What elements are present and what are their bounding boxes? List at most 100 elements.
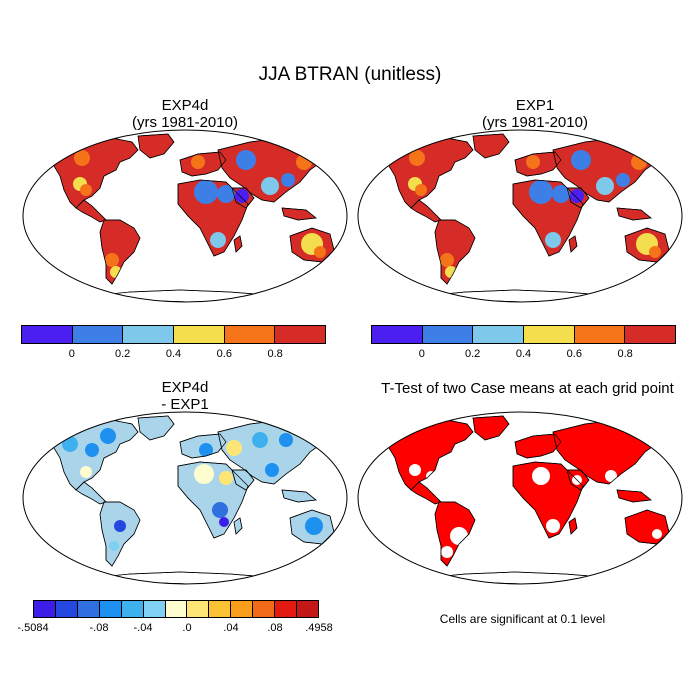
colorbar-swatch	[55, 601, 78, 617]
arabia-coastline	[566, 469, 590, 491]
field-region	[529, 180, 553, 204]
colorbar-tick-label: .0	[182, 622, 192, 634]
field-region	[110, 230, 130, 250]
colorbar-swatch	[422, 326, 474, 343]
colorbar-swatch	[275, 326, 326, 343]
field-region	[219, 471, 233, 485]
map-exp4d	[22, 129, 348, 303]
indonesia-coastline	[616, 489, 652, 503]
colorbar-swatch	[123, 326, 175, 343]
colorbar-swatch	[574, 326, 626, 343]
madagascar-coastline	[233, 235, 243, 253]
europe-coastline	[514, 433, 562, 459]
field-region	[74, 150, 90, 166]
field-region	[226, 440, 242, 456]
colorbar-tick-label: 0.8	[267, 348, 283, 360]
field-region	[631, 154, 647, 170]
colorbar-tick-label: 0.8	[617, 348, 633, 360]
panel-title-line2: (yrs 1981-2010)	[482, 114, 588, 131]
field-region	[252, 432, 268, 448]
field-region	[649, 246, 661, 258]
panel-title-difference: EXP4d - EXP1	[20, 379, 350, 413]
field-region	[552, 185, 570, 203]
field-region	[100, 428, 116, 444]
colorbar-tick-label: 0.6	[216, 348, 232, 360]
indonesia-coastline	[281, 207, 317, 221]
field-region	[616, 173, 630, 187]
field-region	[212, 502, 228, 518]
europe-coastline	[179, 151, 227, 177]
field-region	[652, 529, 662, 539]
africa-coastline	[177, 179, 249, 257]
field-region	[605, 470, 617, 482]
field-region	[441, 546, 453, 558]
figure-title: JJA BTRAN (unitless)	[258, 64, 442, 85]
greenland-coastline	[137, 133, 175, 159]
field-region	[296, 154, 312, 170]
panel-title-line1: EXP4d	[161, 379, 209, 396]
field-region	[281, 173, 295, 187]
africa-coastline	[177, 461, 249, 539]
colorbar-swatch	[187, 601, 210, 617]
colorbar-tick-label: 0.4	[165, 348, 182, 360]
field-region	[194, 180, 218, 204]
field-region	[55, 150, 75, 170]
africa-coastline	[512, 461, 584, 539]
field-region	[541, 210, 561, 230]
colorbar-swatch	[524, 326, 575, 343]
field-region	[204, 162, 216, 174]
colorbar-swatch	[121, 601, 144, 617]
field-region	[236, 150, 256, 170]
colorbar-swatch	[297, 601, 318, 617]
colorbar-swatch	[275, 601, 298, 617]
map-difference	[22, 411, 348, 585]
field-region	[570, 189, 584, 203]
colorbar-swatch	[625, 326, 676, 343]
arabia-coastline	[231, 187, 255, 209]
field-region	[601, 144, 625, 168]
arabia-coastline	[231, 469, 255, 491]
field-region	[80, 184, 92, 196]
colorbar-tick-label: 0.4	[515, 348, 532, 360]
field-region	[217, 185, 235, 203]
field-region	[546, 519, 560, 533]
colorbar-swatch	[209, 601, 232, 617]
indonesia-coastline	[281, 489, 317, 503]
field-region	[314, 246, 326, 258]
field-region	[425, 162, 441, 178]
field-region	[105, 253, 119, 267]
greenland-coastline	[137, 415, 175, 441]
field-region	[526, 155, 540, 169]
field-region	[261, 177, 279, 195]
south-america-coastline	[434, 501, 476, 567]
colorbar-tick-label: 0.2	[115, 348, 131, 360]
madagascar-coastline	[568, 517, 578, 535]
field-region	[539, 162, 551, 174]
field-region	[409, 150, 425, 166]
colorbar-swatch	[473, 326, 525, 343]
field-region	[109, 541, 119, 551]
colorbar-swatch	[231, 601, 254, 617]
colorbar-swatch	[372, 326, 423, 343]
panel-title-line2: (yrs 1981-2010)	[132, 114, 238, 131]
significance-note: Cells are significant at 0.1 level	[439, 612, 606, 626]
field-region	[219, 517, 229, 527]
field-region	[191, 155, 205, 169]
colorbar-exp1	[371, 325, 676, 344]
field-region	[545, 232, 561, 248]
europe-coastline	[179, 433, 227, 459]
madagascar-coastline	[233, 517, 243, 535]
greenland-coastline	[472, 415, 510, 441]
greenland-coastline	[472, 133, 510, 159]
south-america-coastline	[99, 219, 141, 285]
colorbar-exp4d	[21, 325, 326, 344]
africa-coastline	[512, 179, 584, 257]
colorbar-tick-label: -.04	[133, 622, 153, 634]
map-border	[22, 129, 348, 303]
field-region	[409, 464, 421, 476]
colorbar-tick-label: 0	[418, 348, 425, 360]
colorbar-tick-label: 0	[68, 348, 75, 360]
field-region	[440, 253, 454, 267]
colorbar-swatch	[72, 326, 124, 343]
map-ttest	[357, 411, 683, 585]
